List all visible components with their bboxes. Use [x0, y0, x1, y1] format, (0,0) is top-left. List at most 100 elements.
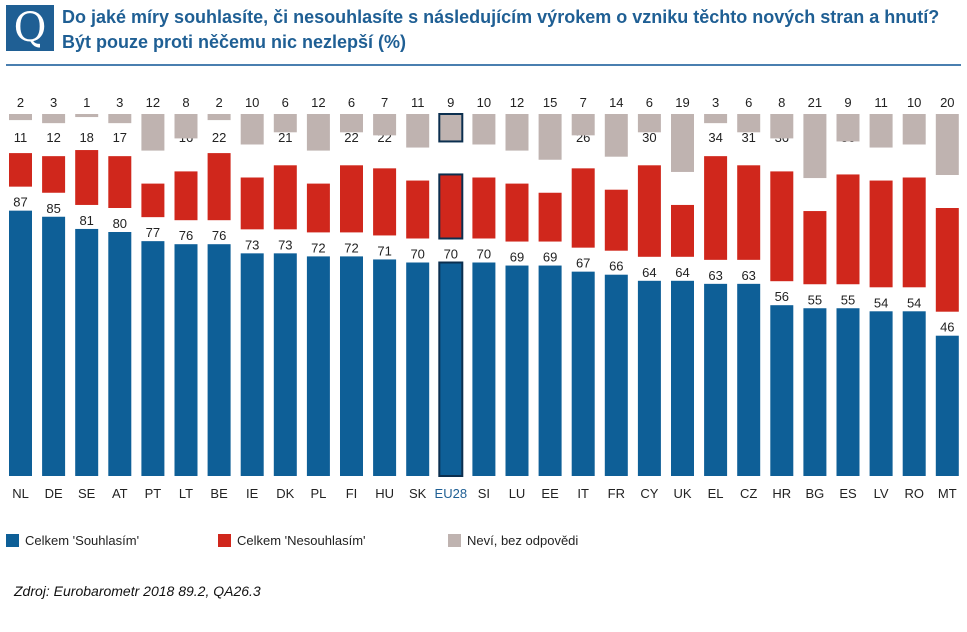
bar-agree-SE: [75, 228, 99, 476]
bar-dontknow-HU: [373, 114, 397, 136]
bar-dontknow-IE: [240, 114, 264, 145]
label-dontknow-DK: 6: [282, 95, 289, 110]
label-agree-DK: 73: [278, 237, 292, 252]
bar-agree-MT: [935, 335, 959, 476]
label-disagree-CZ: 31: [741, 130, 755, 145]
label-agree-ES: 55: [841, 292, 855, 307]
bar-dontknow-CY: [637, 114, 661, 133]
bar-disagree-BG: [803, 211, 827, 285]
bar-dontknow-HR: [770, 114, 794, 139]
label-disagree-BE: 22: [212, 130, 226, 145]
tick-label-FI: FI: [346, 486, 358, 501]
bar-agree-SK: [406, 262, 430, 476]
label-dontknow-FR: 14: [609, 95, 623, 110]
tick-label-EU28: EU28: [435, 486, 468, 501]
bar-agree-DK: [273, 253, 297, 476]
bar-disagree-EE: [538, 192, 562, 242]
legend-label-disagree: Celkem 'Nesouhlasím': [237, 533, 366, 548]
tick-label-BG: BG: [806, 486, 825, 501]
bar-dontknow-ES: [836, 114, 860, 142]
bar-dontknow-RO: [902, 114, 926, 145]
bar-agree-BG: [803, 308, 827, 476]
label-agree-PT: 77: [146, 225, 160, 240]
bar-dontknow-BG: [803, 114, 827, 179]
chart-legend: Celkem 'Souhlasím' Celkem 'Nesouhlasím' …: [0, 533, 967, 553]
bar-dontknow-LV: [869, 114, 893, 148]
tick-label-SI: SI: [478, 486, 490, 501]
label-agree-PL: 72: [311, 240, 325, 255]
label-dontknow-EU28: 9: [447, 95, 454, 110]
bar-disagree-EL: [704, 156, 728, 260]
label-dontknow-LV: 11: [874, 95, 888, 110]
bar-dontknow-IT: [571, 114, 595, 136]
bar-agree-LT: [174, 244, 198, 476]
bar-dontknow-SI: [472, 114, 496, 145]
bar-agree-LU: [505, 265, 529, 476]
tick-label-CY: CY: [640, 486, 658, 501]
bar-dontknow-FR: [604, 114, 628, 157]
bar-disagree-DK: [273, 165, 297, 230]
label-disagree-EL: 34: [708, 130, 722, 145]
label-agree-IT: 67: [576, 256, 590, 271]
title-line-1: Do jaké míry souhlasíte, či nesouhlasíte…: [62, 7, 940, 27]
label-dontknow-RO: 10: [907, 95, 921, 110]
bar-disagree-LU: [505, 183, 529, 242]
tick-label-IE: IE: [246, 486, 259, 501]
bar-disagree-UK: [671, 204, 694, 257]
bar-dontknow-SE: [75, 114, 99, 118]
bar-dontknow-UK: [671, 114, 694, 172]
bar-disagree-MT: [935, 208, 959, 312]
label-dontknow-MT: 20: [940, 95, 954, 110]
legend-item-agree: Celkem 'Souhlasím': [6, 533, 139, 548]
bar-disagree-ES: [836, 174, 860, 285]
tick-label-HU: HU: [375, 486, 394, 501]
label-disagree-AT: 17: [113, 130, 127, 145]
bar-dontknow-BE: [207, 114, 231, 121]
label-disagree-CY: 30: [642, 130, 656, 145]
bar-agree-PT: [141, 241, 165, 476]
label-agree-DE: 85: [46, 201, 60, 216]
bar-disagree-HR: [770, 171, 794, 282]
bar-dontknow-FI: [340, 114, 363, 133]
bar-disagree-SK: [406, 180, 430, 239]
tick-label-RO: RO: [904, 486, 924, 501]
label-disagree-NL: 11: [14, 130, 28, 145]
label-dontknow-DE: 3: [50, 95, 57, 110]
bar-dontknow-EL: [704, 114, 728, 124]
bar-agree-IT: [571, 271, 595, 476]
tick-label-UK: UK: [673, 486, 691, 501]
label-agree-HU: 71: [377, 243, 391, 258]
bar-dontknow-PL: [306, 114, 330, 151]
label-dontknow-SI: 10: [477, 95, 491, 110]
label-agree-EE: 69: [543, 250, 557, 265]
tick-label-LV: LV: [874, 486, 889, 501]
tick-label-DE: DE: [45, 486, 63, 501]
label-agree-CY: 64: [642, 265, 656, 280]
legend-swatch-disagree: [218, 534, 231, 547]
tick-label-SK: SK: [409, 486, 427, 501]
label-dontknow-CY: 6: [646, 95, 653, 110]
label-agree-RO: 54: [907, 295, 921, 310]
label-dontknow-ES: 9: [844, 95, 851, 110]
bar-disagree-CY: [637, 165, 661, 257]
title-divider: [6, 64, 961, 66]
bar-agree-LV: [869, 311, 893, 476]
tick-label-BE: BE: [210, 486, 228, 501]
label-dontknow-BE: 2: [215, 95, 222, 110]
bar-disagree-IE: [240, 177, 264, 230]
tick-label-HR: HR: [772, 486, 791, 501]
label-agree-AT: 80: [113, 216, 127, 231]
tick-label-NL: NL: [12, 486, 29, 501]
bar-disagree-SE: [75, 150, 99, 205]
label-agree-BG: 55: [808, 292, 822, 307]
bar-disagree-RO: [902, 177, 926, 288]
tick-label-IT: IT: [577, 486, 589, 501]
label-dontknow-NL: 2: [17, 95, 24, 110]
page-title: Do jaké míry souhlasíte, či nesouhlasíte…: [62, 5, 952, 55]
label-agree-EL: 63: [708, 268, 722, 283]
legend-swatch-dontknow: [448, 534, 461, 547]
label-dontknow-PT: 12: [146, 95, 160, 110]
bar-disagree-LV: [869, 180, 893, 288]
bar-disagree-LT: [174, 171, 198, 221]
tick-label-AT: AT: [112, 486, 128, 501]
